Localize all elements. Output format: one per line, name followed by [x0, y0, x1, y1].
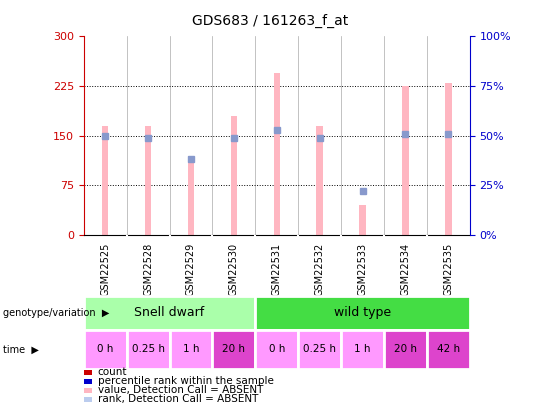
Bar	[445, 83, 451, 235]
Bar	[316, 126, 323, 235]
Bar	[84, 330, 126, 369]
Text: 0 h: 0 h	[268, 344, 285, 354]
Bar	[255, 296, 470, 330]
Text: Snell dwarf: Snell dwarf	[134, 306, 205, 320]
Bar	[84, 296, 255, 330]
Text: 0 h: 0 h	[97, 344, 113, 354]
Text: genotype/variation  ▶: genotype/variation ▶	[3, 308, 109, 318]
Text: rank, Detection Call = ABSENT: rank, Detection Call = ABSENT	[98, 394, 258, 404]
Text: 0.25 h: 0.25 h	[132, 344, 165, 354]
Bar	[341, 330, 384, 369]
Text: value, Detection Call = ABSENT: value, Detection Call = ABSENT	[98, 385, 263, 395]
Bar	[188, 156, 194, 235]
Bar	[274, 73, 280, 235]
Bar	[402, 86, 409, 235]
Text: 0.25 h: 0.25 h	[303, 344, 336, 354]
Bar	[231, 116, 237, 235]
Bar	[126, 330, 170, 369]
Bar	[298, 330, 341, 369]
Text: 20 h: 20 h	[394, 344, 417, 354]
Bar	[212, 330, 255, 369]
Bar	[102, 126, 109, 235]
Bar	[384, 330, 427, 369]
Text: 20 h: 20 h	[222, 344, 245, 354]
Text: percentile rank within the sample: percentile rank within the sample	[98, 376, 274, 386]
Bar	[255, 330, 298, 369]
Text: 1 h: 1 h	[183, 344, 199, 354]
Text: 42 h: 42 h	[437, 344, 460, 354]
Text: 1 h: 1 h	[354, 344, 371, 354]
Text: wild type: wild type	[334, 306, 391, 320]
Bar	[170, 330, 212, 369]
Text: count: count	[98, 367, 127, 377]
Bar	[427, 330, 470, 369]
Text: GDS683 / 161263_f_at: GDS683 / 161263_f_at	[192, 14, 348, 28]
Bar	[359, 205, 366, 235]
Text: time  ▶: time ▶	[3, 344, 38, 354]
Bar	[145, 126, 151, 235]
